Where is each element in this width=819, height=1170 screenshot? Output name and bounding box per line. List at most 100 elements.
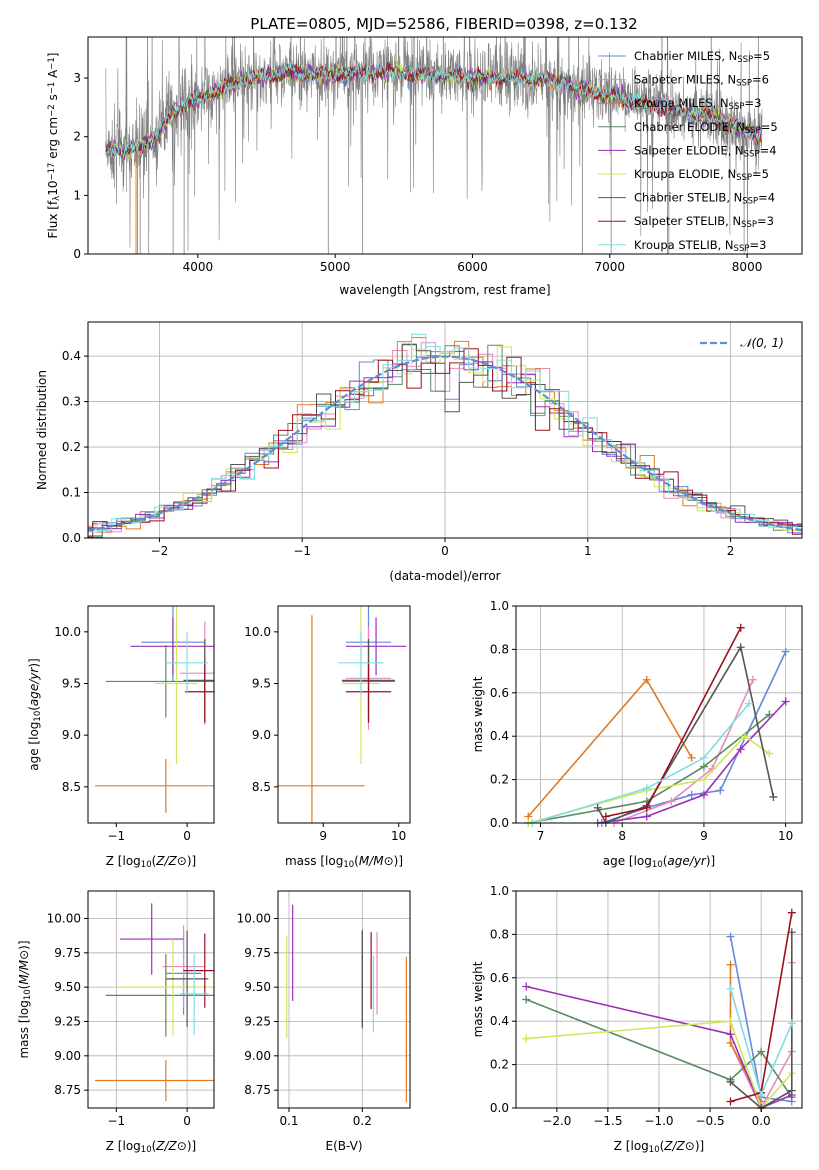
series-marker-salpeter_elodie bbox=[699, 790, 708, 799]
y-tick-label: 0.4 bbox=[490, 729, 509, 743]
histogram-area bbox=[88, 333, 802, 538]
y-tick-label: 9.50 bbox=[244, 980, 271, 994]
x-axis-label: (data-model)/error bbox=[389, 569, 500, 583]
label-part: Z [log bbox=[106, 1139, 141, 1153]
label-part: Chabrier STELIB, N bbox=[634, 191, 742, 205]
label-part: )] bbox=[17, 940, 31, 949]
series-marker-kroupa_miles bbox=[687, 753, 696, 762]
y-tick-label: 0.0 bbox=[490, 1101, 509, 1115]
label-part: =5 bbox=[761, 120, 778, 134]
x-tick-label: 0 bbox=[441, 544, 449, 558]
series-marker-kroupa_elodie bbox=[726, 1017, 735, 1026]
series-marker-kroupa_miles bbox=[642, 675, 651, 684]
y-tick-label: 9.25 bbox=[54, 1014, 81, 1028]
legend-entry: Chabrier MILES, NSSP=5 bbox=[634, 49, 770, 65]
x-tick-label: −2 bbox=[151, 544, 169, 558]
label-part: SSP bbox=[737, 55, 753, 65]
y-tick-label: 9.25 bbox=[244, 1014, 271, 1028]
series-line-chabrier_elodie bbox=[528, 713, 770, 824]
series-marker-salpeter_stelib bbox=[642, 803, 651, 812]
spectrum-plot-area bbox=[105, 37, 763, 254]
legend-entry: Salpeter STELIB, NSSP=3 bbox=[634, 214, 774, 230]
label-part: Z/Z⊙ bbox=[155, 854, 187, 868]
series-marker-salpeter_stelib bbox=[736, 623, 745, 632]
label-part: =6 bbox=[752, 73, 769, 87]
label-part: Salpeter STELIB, N bbox=[634, 214, 741, 228]
series-marker-salpeter_miles bbox=[748, 675, 757, 684]
x-tick-label: 7000 bbox=[594, 260, 625, 274]
label-part: Kroupa STELIB, N bbox=[634, 238, 734, 252]
y-tick-label: 0.4 bbox=[490, 1014, 509, 1028]
label-part: ( bbox=[152, 854, 157, 868]
errorbar-area bbox=[95, 606, 214, 813]
y-tick-label: 9.00 bbox=[244, 1049, 271, 1063]
axes-frame bbox=[277, 890, 411, 1109]
label-part: )] bbox=[187, 1139, 196, 1153]
x-axis-label: age [log10(age/yr)] bbox=[603, 854, 715, 870]
label-part: =3 bbox=[757, 214, 774, 228]
label-part: =3 bbox=[744, 96, 761, 110]
series-line-salpeter_miles bbox=[613, 679, 754, 824]
y-tick-label: 8.75 bbox=[54, 1083, 81, 1097]
legend-entry: Kroupa STELIB, NSSP=3 bbox=[634, 238, 766, 254]
label-part: SSP bbox=[742, 197, 758, 207]
axes-frame bbox=[87, 36, 803, 255]
axes-frame bbox=[87, 605, 215, 824]
series-line-kroupa_stelib bbox=[532, 703, 750, 824]
series-marker-chabrier_elodie bbox=[757, 1047, 766, 1056]
label-part: s bbox=[46, 94, 60, 104]
label-part: age/yr bbox=[667, 854, 706, 868]
label-part: SSP bbox=[741, 220, 757, 230]
label-part: age [log bbox=[27, 722, 41, 771]
x-axis-label: mass [log10(M/M⊙)] bbox=[285, 854, 403, 870]
series-marker-salpeter_stelib bbox=[787, 908, 796, 917]
x-axis-label: Z [log10(Z/Z⊙)] bbox=[106, 854, 196, 870]
y-tick-label: 8.5 bbox=[252, 780, 271, 794]
x-axis-label: Z [log10(Z/Z⊙)] bbox=[614, 1139, 704, 1155]
label-part: erg cm bbox=[46, 117, 60, 163]
series-marker-chabrier_miles bbox=[726, 932, 735, 941]
series-line-chabrier_stelib bbox=[729, 932, 793, 1109]
y-tick-label: 10.00 bbox=[237, 911, 271, 925]
x-tick-label: 8000 bbox=[732, 260, 763, 274]
x-tick-label: −1.5 bbox=[593, 1114, 622, 1128]
errorbar-area bbox=[286, 904, 407, 1103]
series-marker-kroupa_stelib bbox=[787, 1019, 796, 1028]
y-axis-label: Normed distribution bbox=[35, 370, 49, 490]
legend-entry: Kroupa ELODIE, NSSP=5 bbox=[634, 167, 769, 183]
y-tick-label: 0.4 bbox=[62, 349, 81, 363]
x-tick-label: −1 bbox=[107, 829, 125, 843]
histogram-kroupa_elodie bbox=[88, 346, 802, 531]
y-tick-label: 1.0 bbox=[490, 884, 509, 898]
x-tick-label: 10 bbox=[778, 829, 793, 843]
x-tick-label: 0.0 bbox=[752, 1114, 771, 1128]
x-tick-label: 0.1 bbox=[279, 1114, 298, 1128]
age-vs-metallicity-panel: −1 08.59.09.510.0Z [log10(Z/Z⊙)]age [log1… bbox=[27, 605, 215, 870]
label-part: )] bbox=[187, 854, 196, 868]
series-marker-chabrier_miles bbox=[781, 647, 790, 656]
y-tick-label: 10.00 bbox=[47, 911, 81, 925]
spectrum-panel: 4000 5000 6000 7000 8000 0 1 2 3 wavelength [Angs… bbox=[46, 36, 803, 297]
x-tick-label: 8 bbox=[618, 829, 626, 843]
label-part: =3 bbox=[749, 238, 766, 252]
label-part: Z [log bbox=[614, 1139, 649, 1153]
label-part: age [log bbox=[603, 854, 652, 868]
y-tick-label: 0.8 bbox=[490, 927, 509, 941]
y-tick-label: 9.0 bbox=[62, 728, 81, 742]
label-part: )] bbox=[394, 854, 403, 868]
series-line-kroupa_miles bbox=[527, 678, 693, 818]
y-axis-label: mass weight bbox=[471, 961, 485, 1037]
label-part: 10 bbox=[141, 860, 152, 870]
weight-vs-metallicity-panel: −2.0 −1.5 −1.0 −0.5 0.0 0.0 0.2 0.4 0.6 0.8 1.0 Z [… bbox=[471, 884, 803, 1155]
label-part: 10 bbox=[33, 711, 43, 722]
x-tick-label: −1.0 bbox=[644, 1114, 673, 1128]
label-part: SSP bbox=[736, 173, 752, 183]
label-part: Z/Z⊙ bbox=[663, 1139, 695, 1153]
legend-entry: Chabrier STELIB, NSSP=4 bbox=[634, 191, 775, 207]
legend-entry: Chabrier ELODIE, NSSP=5 bbox=[634, 120, 778, 136]
label-part: Kroupa ELODIE, N bbox=[634, 167, 736, 181]
series-marker-salpeter_elodie bbox=[642, 812, 651, 821]
series-marker-salpeter_elodie bbox=[781, 697, 790, 706]
y-tick-label: 10.0 bbox=[244, 625, 271, 639]
